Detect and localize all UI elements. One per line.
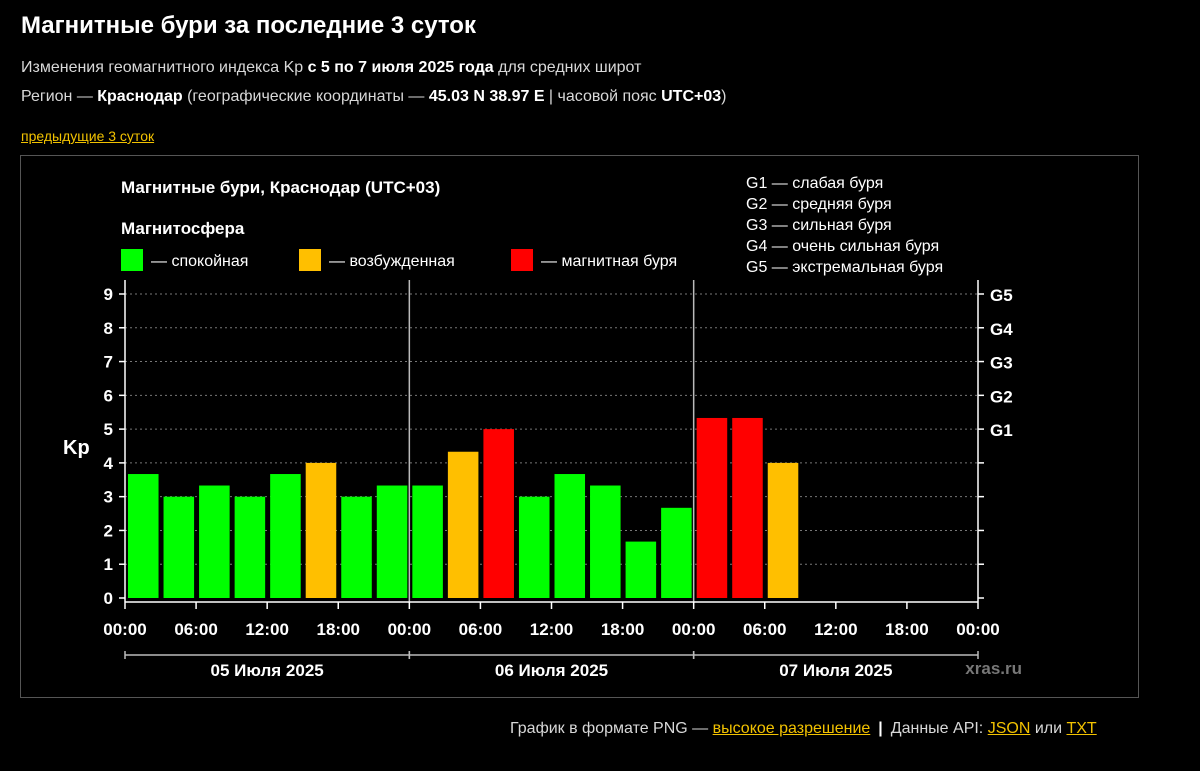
date-range-line: Изменения геомагнитного индекса Kp с 5 п… <box>21 59 641 77</box>
legend-swatch <box>511 249 533 271</box>
y-tick-label: 9 <box>104 285 113 304</box>
kp-bar <box>270 474 301 598</box>
kp-chart: Магнитные бури, Краснодар (UTC+03) Магнит… <box>63 175 1022 680</box>
y-tick-label: 7 <box>104 353 113 372</box>
legend-title: Магнитосфера <box>121 219 245 238</box>
day-label: 05 Июля 2025 <box>211 661 324 680</box>
kp-bar <box>376 485 408 598</box>
kp-bar <box>767 462 799 598</box>
timezone: UTC+03 <box>661 88 722 105</box>
footer: График в формате PNG — высокое разрешени… <box>510 720 1097 738</box>
previous-days-link[interactable]: предыдущие 3 суток <box>21 128 155 144</box>
kp-bar <box>341 496 372 598</box>
x-tick-label: 06:00 <box>743 620 786 639</box>
g-scale-tick-label: G2 <box>990 387 1013 406</box>
legend-swatch <box>121 249 143 271</box>
date-range-prefix: Изменения геомагнитного индекса Kp <box>21 59 308 76</box>
chart-title: Магнитные бури, Краснодар (UTC+03) <box>121 178 440 197</box>
g-scale-tick-label: G4 <box>990 320 1013 339</box>
kp-bar <box>554 474 586 598</box>
x-tick-label: 12:00 <box>530 620 573 639</box>
kp-bar <box>163 496 195 598</box>
x-tick-label: 12:00 <box>814 620 857 639</box>
kp-bar <box>305 462 337 598</box>
x-tick-label: 18:00 <box>317 620 360 639</box>
g-scale-tick-label: G5 <box>990 286 1013 305</box>
hires-link[interactable]: высокое разрешение <box>712 720 871 737</box>
y-axis-label: Kp <box>63 437 90 459</box>
y-tick-label: 4 <box>104 454 114 473</box>
g-scale-tick-label: G3 <box>990 354 1013 373</box>
x-tick-label: 12:00 <box>245 620 288 639</box>
x-tick-label: 06:00 <box>174 620 217 639</box>
region-suffix: ) <box>721 88 727 105</box>
legend-swatch <box>299 249 321 271</box>
tz-prefix: | часовой пояс <box>544 88 662 105</box>
footer-separator: | <box>878 720 883 737</box>
page-title: Магнитные бури за последние 3 суток <box>21 12 476 39</box>
kp-bar <box>447 451 479 598</box>
kp-bar <box>199 485 230 598</box>
kp-bar <box>732 417 763 598</box>
y-tick-label: 0 <box>104 589 113 608</box>
region-line: Регион — Краснодар (географические коорд… <box>21 88 726 106</box>
kp-bar <box>625 541 657 598</box>
kp-bar <box>483 429 514 598</box>
g-scale-legend-item: G1 — слабая буря <box>746 175 883 192</box>
kp-bar <box>128 474 159 598</box>
x-tick-label: 06:00 <box>459 620 502 639</box>
g-scale-tick-label: G1 <box>990 421 1013 440</box>
y-tick-label: 2 <box>104 521 113 540</box>
coords-prefix: (географические координаты — <box>182 88 429 105</box>
y-tick-label: 5 <box>104 420 113 439</box>
y-tick-label: 1 <box>104 555 113 574</box>
legend-label: — магнитная буря <box>541 253 677 270</box>
x-tick-label: 18:00 <box>601 620 644 639</box>
legend-label: — возбужденная <box>329 253 455 270</box>
x-tick-label: 00:00 <box>956 620 999 639</box>
footer-png-label: График в формате PNG — <box>510 720 713 737</box>
x-tick-label: 00:00 <box>672 620 715 639</box>
x-tick-label: 18:00 <box>885 620 928 639</box>
json-link[interactable]: JSON <box>987 720 1031 737</box>
kp-bar <box>661 507 692 598</box>
day-label: 07 Июля 2025 <box>779 661 892 680</box>
watermark: xras.ru <box>965 659 1022 678</box>
coords: 45.03 N 38.97 E <box>428 88 545 105</box>
x-tick-label: 00:00 <box>388 620 431 639</box>
x-tick-label: 00:00 <box>103 620 146 639</box>
y-tick-label: 6 <box>104 386 113 405</box>
region-prefix: Регион — <box>21 88 98 105</box>
g-scale-legend-item: G2 — средняя буря <box>746 196 892 213</box>
kp-bar <box>590 485 621 598</box>
or-label: или <box>1030 720 1067 737</box>
date-range: с 5 по 7 июля 2025 года <box>307 59 494 76</box>
kp-bar <box>518 496 550 598</box>
y-tick-label: 8 <box>104 319 113 338</box>
day-label: 06 Июля 2025 <box>495 661 608 680</box>
legend-label: — спокойная <box>151 253 248 270</box>
g-scale-legend-item: G3 — сильная буря <box>746 217 892 234</box>
chart-frame: Магнитные бури, Краснодар (UTC+03) Магнит… <box>20 155 1139 698</box>
date-range-suffix: для средних широт <box>493 59 642 76</box>
kp-bar <box>412 485 443 598</box>
kp-bar <box>234 496 266 598</box>
txt-link[interactable]: TXT <box>1066 720 1097 737</box>
y-tick-label: 3 <box>104 488 113 507</box>
region-name: Краснодар <box>97 88 183 105</box>
api-label: Данные API: <box>890 720 988 737</box>
g-scale-legend-item: G5 — экстремальная буря <box>746 259 943 276</box>
kp-bar <box>696 417 728 598</box>
g-scale-legend-item: G4 — очень сильная буря <box>746 238 939 255</box>
